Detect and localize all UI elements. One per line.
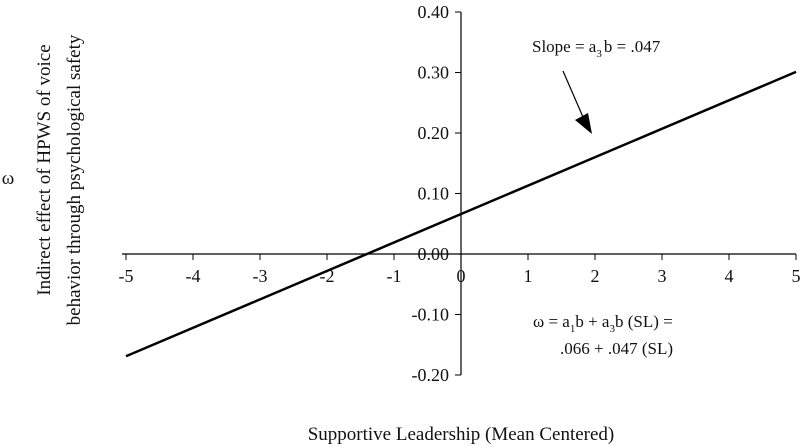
x-axis-label: Supportive Leadership (Mean Centered) bbox=[308, 424, 615, 445]
slope-arrowhead bbox=[575, 113, 592, 134]
x-tick-label: -1 bbox=[387, 266, 402, 286]
series-layer bbox=[125, 70, 797, 358]
x-tick-label: -4 bbox=[186, 266, 201, 286]
x-tick-label: 2 bbox=[591, 266, 600, 286]
y-tick-label: 0.20 bbox=[418, 123, 450, 143]
equation-line2: .066 + .047 (SL) bbox=[560, 339, 673, 358]
y-axis-ticks: 0.40 0.30 0.20 0.10 0.00 -0.10 -0.20 bbox=[412, 2, 461, 385]
x-tick-label: 4 bbox=[725, 266, 734, 286]
x-tick-label: 5 bbox=[792, 266, 800, 286]
y-tick-label: -0.10 bbox=[412, 305, 450, 325]
x-tick-label: 0 bbox=[457, 266, 466, 286]
slope-annotation: Slope = a3 b = .047 bbox=[532, 37, 661, 60]
x-tick-label: -5 bbox=[119, 266, 134, 286]
y-tick-label: 0.30 bbox=[418, 63, 450, 83]
x-tick-label: -2 bbox=[320, 266, 335, 286]
y-tick-label: 0.40 bbox=[418, 2, 450, 22]
x-tick-label: -3 bbox=[253, 266, 268, 286]
y-axis-symbol: ω bbox=[2, 168, 15, 189]
x-tick-label: 1 bbox=[524, 266, 533, 286]
x-axis-ticks: -5 -4 -3 -2 -1 0 1 2 3 4 5 bbox=[119, 254, 800, 286]
equation-line1: ω = a1b + a3b (SL) = bbox=[533, 312, 673, 335]
y-axis-label-line2: behavior through psychological safety bbox=[64, 34, 85, 325]
y-tick-label: -0.20 bbox=[412, 365, 450, 385]
series-line bbox=[125, 70, 797, 358]
y-tick-label: 0.00 bbox=[418, 244, 450, 264]
y-axis-label-line1: Indirect effect of HPWS of voice bbox=[34, 44, 55, 295]
x-tick-label: 3 bbox=[658, 266, 667, 286]
y-tick-label: 0.10 bbox=[418, 184, 450, 204]
slope-arrow-line bbox=[562, 70, 584, 118]
